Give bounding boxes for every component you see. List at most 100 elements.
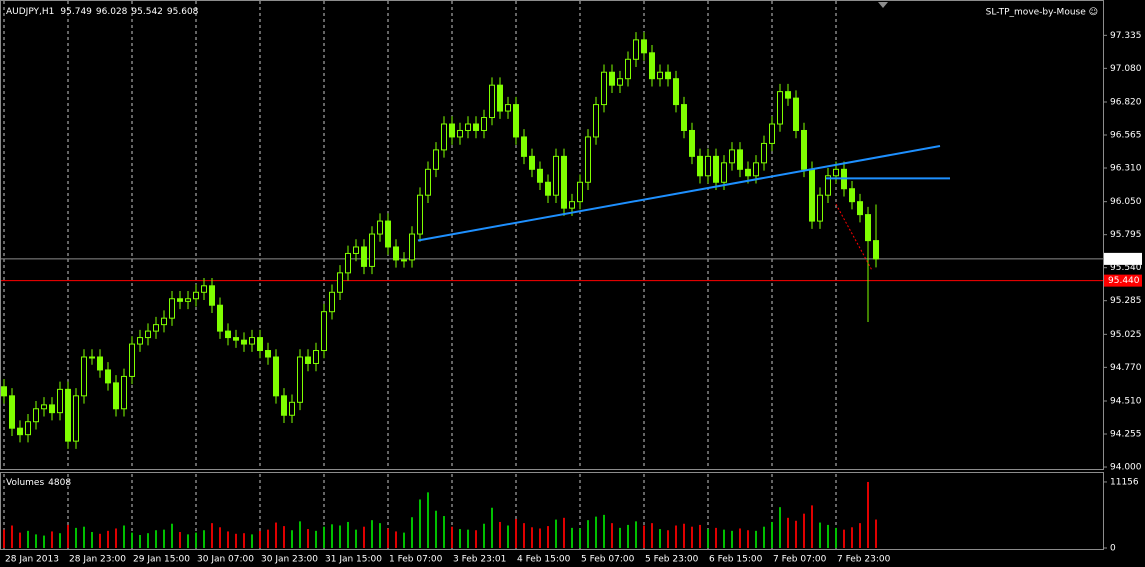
candle-body <box>249 337 255 345</box>
candle-body <box>209 285 215 306</box>
trendline <box>835 204 873 271</box>
candle-body <box>417 194 423 235</box>
candle-body <box>185 298 191 302</box>
x-tick-label: 30 Jan 07:00 <box>197 555 254 565</box>
candle-body <box>809 168 815 222</box>
y-tick-label: 96.820 <box>1110 97 1142 107</box>
candle-body <box>425 168 431 196</box>
open-value: 95.749 <box>60 7 92 17</box>
candle-body <box>513 104 519 138</box>
candle-body <box>353 246 359 254</box>
candle-body <box>217 304 223 332</box>
candle-body <box>553 155 559 196</box>
candle-body <box>193 291 199 300</box>
candle-body <box>17 427 23 436</box>
y-tick-label: 94.510 <box>1110 397 1142 407</box>
candle-body <box>753 162 759 177</box>
candle-body <box>585 136 591 183</box>
volume-pane-frame <box>0 472 1104 550</box>
candle-body <box>625 58 631 80</box>
candle-body <box>649 52 655 80</box>
candle-body <box>561 155 567 209</box>
candle-body <box>393 246 399 261</box>
candle-body <box>737 149 743 170</box>
bid-line-label: 95.608 <box>1108 254 1140 264</box>
candle-body <box>1 386 7 397</box>
candle-body <box>153 324 159 332</box>
candle-body <box>233 337 239 341</box>
candle-body <box>369 233 375 267</box>
candle-body <box>9 395 15 429</box>
header: AUDJPY,H1 95.749 96.028 95.542 95.608 <box>6 7 199 17</box>
plot <box>1 32 1103 548</box>
candle-body <box>817 194 823 222</box>
candle-body <box>785 91 791 99</box>
y-tick-label: 96.050 <box>1110 197 1142 207</box>
candle-body <box>617 78 623 86</box>
candle-body <box>545 181 551 196</box>
y-tick-label: 96.565 <box>1110 131 1142 141</box>
x-tick-label: 7 Feb 07:00 <box>773 555 827 565</box>
x-tick-label: 30 Jan 23:00 <box>261 555 318 565</box>
grid <box>3 1 837 549</box>
candle-body <box>289 401 295 416</box>
candle-body <box>577 181 583 203</box>
candle-body <box>521 136 527 157</box>
candle-body <box>865 214 871 242</box>
x-tick-label: 31 Jan 15:00 <box>325 555 382 565</box>
candle-body <box>89 356 95 359</box>
close-value: 95.608 <box>167 7 199 17</box>
candle-body <box>129 343 135 377</box>
candle-body <box>33 408 39 423</box>
candle-body <box>601 71 607 106</box>
candle-body <box>41 404 47 410</box>
candle-body <box>673 78 679 106</box>
candle-body <box>705 155 711 177</box>
volume-label: Volumes <box>6 478 44 488</box>
x-tick-label: 1 Feb 07:00 <box>389 555 443 565</box>
candle-body <box>409 233 415 261</box>
candle-body <box>201 285 207 293</box>
y-tick-label: 95.795 <box>1110 230 1142 240</box>
candle-body <box>113 382 119 410</box>
expert-label[interactable]: SL-TP_move-by-Mouse ☺ <box>986 7 1098 18</box>
candle-body <box>401 259 407 262</box>
candle-body <box>713 155 719 183</box>
candle-body <box>449 123 455 138</box>
candle-body <box>433 149 439 170</box>
bid-line-box <box>1104 252 1142 265</box>
candle-body <box>161 317 167 326</box>
x-tick-label: 5 Feb 07:00 <box>581 555 635 565</box>
volume-tick-label: 0 <box>1110 544 1116 554</box>
candle-body <box>225 330 231 339</box>
high-value: 96.028 <box>96 7 128 17</box>
candle-body <box>257 337 263 352</box>
candle-body <box>329 291 335 313</box>
x-tick-label: 29 Jan 15:00 <box>133 555 190 565</box>
x-tick-label: 4 Feb 15:00 <box>517 555 571 565</box>
candle-body <box>801 129 807 170</box>
candle-body <box>489 84 495 119</box>
candle-body <box>241 339 247 345</box>
candle-body <box>729 149 735 164</box>
candle-body <box>745 168 751 177</box>
y-tick-label: 94.255 <box>1110 430 1142 440</box>
candle-body <box>297 356 303 403</box>
candle-body <box>609 71 615 86</box>
candle-body <box>777 91 783 125</box>
trendline <box>417 145 941 242</box>
x-tick-label: 28 Jan 23:00 <box>69 555 126 565</box>
y-tick-label: 95.025 <box>1110 330 1142 340</box>
candle-body <box>305 356 311 364</box>
candle-body <box>265 350 271 358</box>
candle-body <box>481 117 487 131</box>
candle-body <box>665 71 671 80</box>
candle-body <box>505 104 511 112</box>
candle-body <box>273 356 279 397</box>
candle-body <box>537 168 543 183</box>
candle-body <box>65 388 71 442</box>
candle-body <box>793 97 799 131</box>
candle-body <box>873 240 879 260</box>
candle-body <box>769 123 775 144</box>
